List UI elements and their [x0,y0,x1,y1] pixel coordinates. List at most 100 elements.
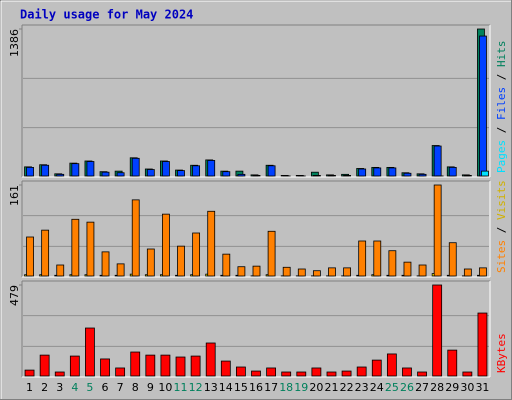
bar [282,266,291,277]
bar [402,367,412,377]
bar [71,163,80,177]
bar [386,353,397,377]
bar [433,145,442,177]
legend-entry: Files [495,87,508,120]
bar [177,170,185,177]
bar [162,161,170,177]
bar [101,171,110,177]
bar [222,253,231,277]
bar [448,242,457,277]
bar [403,172,412,177]
bar [448,166,457,177]
x-tick-label: 9 [147,381,154,394]
x-tick-label: 16 [249,381,263,394]
bar [205,342,216,377]
bar [101,251,110,277]
bar [192,165,201,177]
x-tick-label: 22 [340,381,354,394]
x-tick-label: 26 [400,381,414,394]
x-tick-label: 7 [117,381,124,394]
bar [417,371,427,377]
x-tick-label: 14 [219,381,233,394]
bar [207,210,216,277]
bar [192,232,201,277]
bar [177,245,185,277]
bar [281,371,292,377]
bar [26,166,34,177]
bar [297,268,306,277]
bar [252,174,261,177]
x-tick-label: 20 [309,381,323,394]
bar [56,264,65,277]
bar [266,367,276,377]
bar [312,270,321,277]
bar [237,173,246,177]
bar [190,355,201,377]
panel [22,181,490,277]
bar [341,370,352,377]
bar [220,360,231,377]
bar [24,369,35,377]
bar [462,371,473,377]
bar [373,240,382,277]
bar [481,170,489,177]
legend: Sites / Visits [495,180,508,273]
bar [100,358,110,377]
bar [463,268,472,277]
bar [358,240,367,277]
legend-separator: / [495,67,508,87]
bar [86,161,95,177]
bar [328,267,336,277]
bar [343,267,351,277]
bar [207,160,216,177]
bar [356,366,367,377]
legend-entry: KBytes [495,333,508,373]
bar [26,236,34,277]
x-tick-label: 25 [385,381,399,394]
bar [222,171,231,177]
bar [326,371,337,377]
bar [162,213,170,277]
bar [41,164,50,177]
legend-separator: / [495,220,508,240]
x-tick-label: 17 [264,381,278,394]
chart-title: Daily usage for May 2024 [20,8,193,22]
legend-separator: / [495,120,508,140]
bar [267,165,276,177]
bar [432,284,443,377]
bar [388,167,397,177]
bar [236,366,246,377]
bar [54,371,65,377]
bar [267,230,276,277]
bar [418,173,427,177]
legend: Pages / Files / Hits [495,41,508,174]
bar [116,263,125,277]
legend: KBytes [495,333,508,373]
x-tick-label: 28 [430,381,444,394]
x-tick-label: 31 [475,381,489,394]
bar [479,35,487,177]
bar [145,354,156,377]
bar [41,229,50,277]
x-tick-label: 5 [86,381,93,394]
bar [447,349,458,377]
x-tick-label: 23 [355,381,369,394]
x-tick-label: 1 [26,381,33,394]
legend-entry: Hits [495,41,508,68]
bar [56,173,65,177]
bar [237,266,246,277]
bar [296,371,307,377]
bar [388,250,397,277]
x-tick-label: 21 [324,381,338,394]
x-tick-label: 19 [294,381,308,394]
y-max-label: 479 [8,285,21,306]
bar [403,261,412,277]
bar [130,351,141,377]
x-tick-label: 15 [234,381,248,394]
bar [312,174,321,177]
y-max-label: 161 [8,185,21,206]
bar [477,312,488,377]
bar [69,355,80,377]
x-tick-label: 11 [174,381,188,394]
